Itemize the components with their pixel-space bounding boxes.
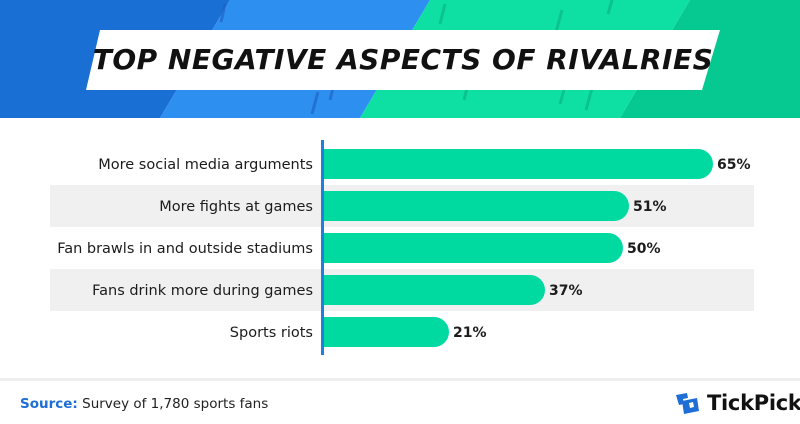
footer-divider <box>0 378 800 381</box>
title-plate <box>86 30 720 90</box>
bar <box>323 317 449 347</box>
y-axis-line <box>321 140 324 355</box>
category-label: Fan brawls in and outside stadiums <box>57 241 313 257</box>
value-label: 50% <box>627 241 661 257</box>
header-banner: TOP NEGATIVE ASPECTS OF RIVALRIES <box>0 0 800 118</box>
source-note: Source: Survey of 1,780 sports fans <box>20 396 268 412</box>
bar <box>323 233 623 263</box>
category-label: Sports riots <box>230 325 313 341</box>
value-label: 37% <box>549 283 583 299</box>
bar <box>323 191 629 221</box>
source-label: Source: <box>20 396 78 412</box>
bar <box>323 275 545 305</box>
brand-logo: TickPick <box>673 387 800 419</box>
bar-chart: More social media arguments 65% More fight… <box>0 140 800 362</box>
ticket-icon <box>676 393 699 414</box>
value-label: 65% <box>717 157 751 173</box>
value-label: 21% <box>453 325 487 341</box>
title-box: TOP NEGATIVE ASPECTS OF RIVALRIES <box>0 0 800 118</box>
chart-svg: More social media arguments 65% More fight… <box>50 140 754 355</box>
brand-name: TickPick <box>707 391 800 415</box>
source-text: Survey of 1,780 sports fans <box>82 396 269 412</box>
value-label: 51% <box>633 199 667 215</box>
page-title: TOP NEGATIVE ASPECTS OF RIVALRIES <box>92 42 714 76</box>
bar <box>323 149 713 179</box>
category-label: More social media arguments <box>98 157 313 173</box>
category-label: More fights at games <box>159 199 313 215</box>
category-label: Fans drink more during games <box>92 283 313 299</box>
